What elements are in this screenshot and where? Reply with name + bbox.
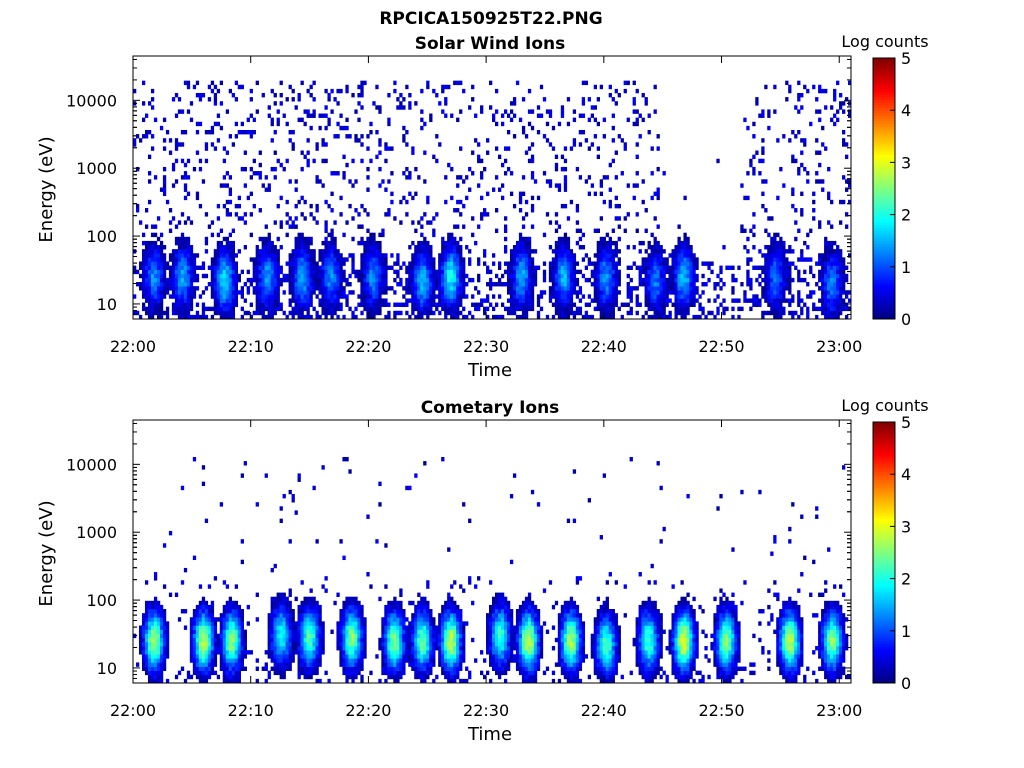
- y-tick-label: 10: [97, 295, 117, 314]
- y-tick-label: 10000: [66, 91, 117, 110]
- x-tick-label: 22:20: [345, 337, 391, 356]
- colorbar-tick-label: 0: [901, 674, 911, 693]
- figure-title: RPCICA150925T22.PNG: [379, 9, 602, 29]
- y-tick-label: 10000: [66, 455, 117, 474]
- x-tick-label: 22:00: [110, 701, 156, 720]
- x-tick-label: 22:30: [463, 337, 509, 356]
- x-tick-label: 22:10: [228, 701, 274, 720]
- colorbar-tick-label: 3: [901, 517, 911, 536]
- colorbar-tick-label: 5: [901, 413, 911, 432]
- y-axis-label: Energy (eV): [36, 136, 57, 242]
- y-tick-label: 100: [86, 591, 117, 610]
- x-tick-label: 22:30: [463, 701, 509, 720]
- x-tick-label: 22:40: [581, 701, 627, 720]
- colorbar-tick-label: 3: [901, 153, 911, 172]
- colorbar-tick-label: 4: [901, 465, 911, 484]
- y-tick-label: 1000: [76, 159, 117, 178]
- colorbar-label: Log counts: [841, 32, 928, 51]
- colorbar-tick-label: 1: [901, 258, 911, 277]
- colorbar-frame: [872, 421, 896, 684]
- y-axis-label: Energy (eV): [36, 500, 57, 606]
- x-tick-label: 22:50: [698, 701, 744, 720]
- colorbar-tick-label: 1: [901, 622, 911, 641]
- x-tick-label: 22:20: [345, 701, 391, 720]
- colorbar-tick-label: 5: [901, 49, 911, 68]
- colorbar-label: Log counts: [841, 396, 928, 415]
- colorbar-tick-label: 2: [901, 570, 911, 589]
- y-tick-label: 1000: [76, 523, 117, 542]
- x-tick-label: 23:00: [816, 337, 862, 356]
- axes-frame: [132, 419, 852, 684]
- spectrogram: [133, 80, 852, 320]
- spectrogram: [133, 456, 852, 684]
- x-tick-label: 22:40: [581, 337, 627, 356]
- colorbar-tick-label: 4: [901, 101, 911, 120]
- panel-title: Solar Wind Ions: [415, 34, 566, 54]
- colorbar-tick-label: 0: [901, 310, 911, 329]
- colorbar-frame: [872, 57, 896, 320]
- panel-title: Cometary Ions: [421, 398, 560, 418]
- x-tick-label: 23:00: [816, 701, 862, 720]
- x-tick-label: 22:10: [228, 337, 274, 356]
- y-tick-label: 10: [97, 659, 117, 678]
- x-tick-label: 22:50: [698, 337, 744, 356]
- x-axis-label: Time: [467, 360, 512, 381]
- colorbar-tick-label: 2: [901, 206, 911, 225]
- x-tick-label: 22:00: [110, 337, 156, 356]
- y-tick-label: 100: [86, 227, 117, 246]
- x-axis-label: Time: [467, 724, 512, 745]
- axes-frame: [132, 55, 852, 320]
